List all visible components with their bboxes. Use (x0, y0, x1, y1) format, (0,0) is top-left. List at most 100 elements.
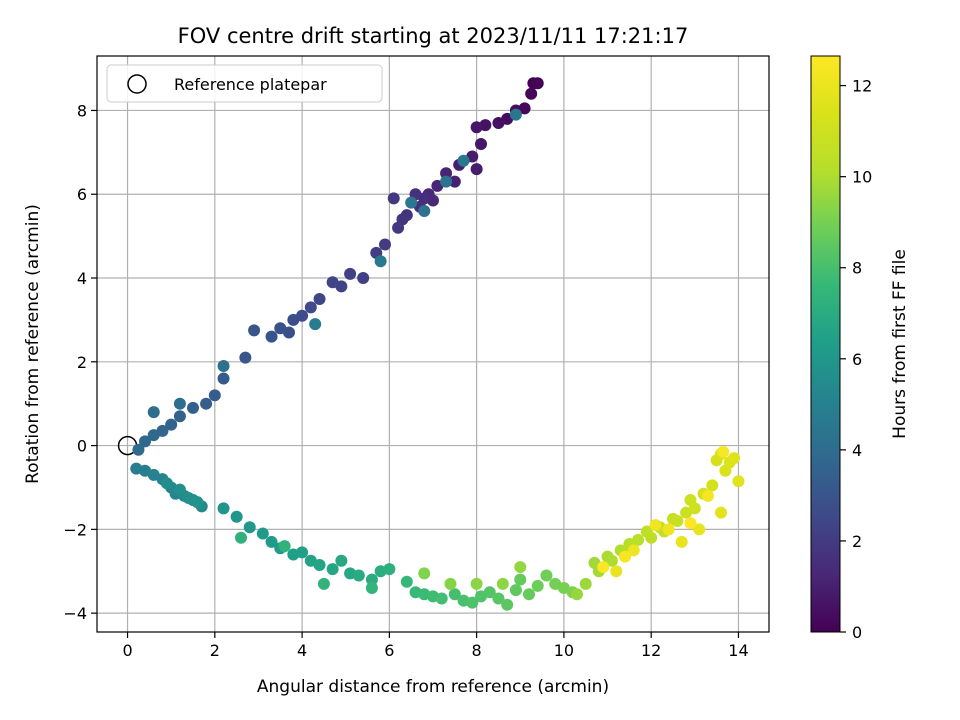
data-point (187, 401, 199, 414)
data-point (571, 588, 583, 601)
x-tick-label: 10 (554, 641, 574, 660)
data-point (304, 301, 317, 314)
data-point (147, 406, 160, 419)
data-point (448, 175, 461, 188)
legend: Reference platepar (106, 64, 383, 103)
data-point (313, 558, 326, 571)
data-point (440, 175, 453, 188)
x-tick-label: 4 (297, 641, 307, 660)
x-tick-label: 6 (384, 641, 394, 660)
y-axis-ticks: −4 −2 0 2 4 6 8 (63, 101, 97, 623)
data-point (475, 137, 487, 150)
y-tick-label: −2 (63, 520, 87, 539)
data-point (165, 418, 178, 431)
data-point (457, 154, 470, 167)
data-point (632, 533, 645, 546)
data-point (540, 569, 553, 582)
data-point (317, 577, 330, 590)
data-point (579, 577, 592, 590)
data-point (649, 519, 662, 532)
colorbar-tick-label: 8 (852, 259, 862, 278)
x-axis-ticks: 0 2 4 6 8 10 12 14 (122, 632, 749, 660)
data-point (405, 196, 418, 209)
data-point (627, 544, 640, 557)
plot-frame (96, 55, 770, 633)
data-point (239, 351, 252, 364)
data-point (265, 330, 278, 343)
data-point (274, 322, 287, 335)
data-point (470, 577, 483, 590)
data-point (278, 540, 291, 553)
x-axis-label: Angular distance from reference (arcmin) (257, 677, 609, 697)
data-point (728, 452, 741, 465)
x-tick-label: 0 (122, 641, 132, 660)
y-tick-label: 2 (77, 353, 87, 372)
data-point (365, 573, 378, 586)
colorbar-gradient (810, 55, 841, 633)
x-tick-label: 2 (210, 641, 220, 660)
data-point (326, 563, 339, 576)
colorbar-label: Hours from first FF file (890, 249, 910, 439)
data-point (365, 582, 378, 595)
data-point (309, 318, 322, 331)
data-point (501, 598, 514, 611)
data-point (701, 489, 714, 502)
data-point (466, 596, 479, 609)
colorbar-ticks: 0 2 4 6 8 10 12 (840, 77, 872, 642)
data-point (444, 577, 457, 590)
data-point (492, 592, 505, 605)
data-point (191, 496, 204, 509)
legend-marker-icon (127, 74, 147, 94)
data-point (605, 554, 618, 567)
chart-title: FOV centre drift starting at 2023/11/11 … (178, 24, 689, 48)
colorbar-tick-label: 4 (852, 441, 862, 460)
data-point (531, 579, 544, 592)
colorbar-tick-label: 2 (852, 532, 862, 551)
data-point (217, 372, 230, 385)
data-point (383, 563, 396, 576)
x-tick-label: 12 (641, 641, 661, 660)
data-point (671, 514, 684, 527)
data-point (715, 506, 727, 519)
y-tick-label: 4 (77, 269, 87, 288)
data-point (418, 567, 431, 580)
data-point (200, 397, 213, 410)
data-point (217, 502, 230, 515)
data-point (400, 575, 413, 588)
data-point (265, 535, 278, 548)
data-point (470, 121, 483, 134)
data-point (313, 292, 326, 305)
data-point (610, 565, 623, 578)
y-tick-label: 0 (77, 437, 87, 456)
y-axis-label: Rotation from reference (arcmin) (23, 204, 43, 484)
data-point (160, 477, 173, 490)
data-point (684, 517, 697, 530)
data-point (139, 435, 151, 448)
data-point (357, 272, 370, 285)
y-tick-label: −4 (63, 604, 87, 623)
data-point (619, 550, 631, 563)
colorbar-tick-label: 6 (852, 350, 862, 369)
data-point (230, 510, 243, 523)
data-point (688, 502, 701, 515)
data-point (217, 359, 230, 372)
data-point (717, 445, 730, 458)
colorbar-tick-label: 0 (852, 623, 862, 642)
data-point (379, 238, 391, 251)
data-point (597, 561, 610, 574)
data-point (492, 117, 505, 130)
y-tick-label: 6 (77, 185, 87, 204)
colorbar: 0 2 4 6 8 10 12 Hours from first FF file (810, 55, 910, 642)
data-point (693, 523, 706, 536)
data-point (662, 523, 675, 536)
data-point (514, 561, 527, 574)
data-point (173, 483, 186, 496)
data-point (173, 410, 186, 423)
data-point (243, 521, 256, 534)
data-point (470, 163, 483, 176)
data-point (509, 584, 522, 597)
data-point (509, 108, 522, 121)
legend-box (106, 64, 383, 103)
data-point (352, 569, 365, 582)
